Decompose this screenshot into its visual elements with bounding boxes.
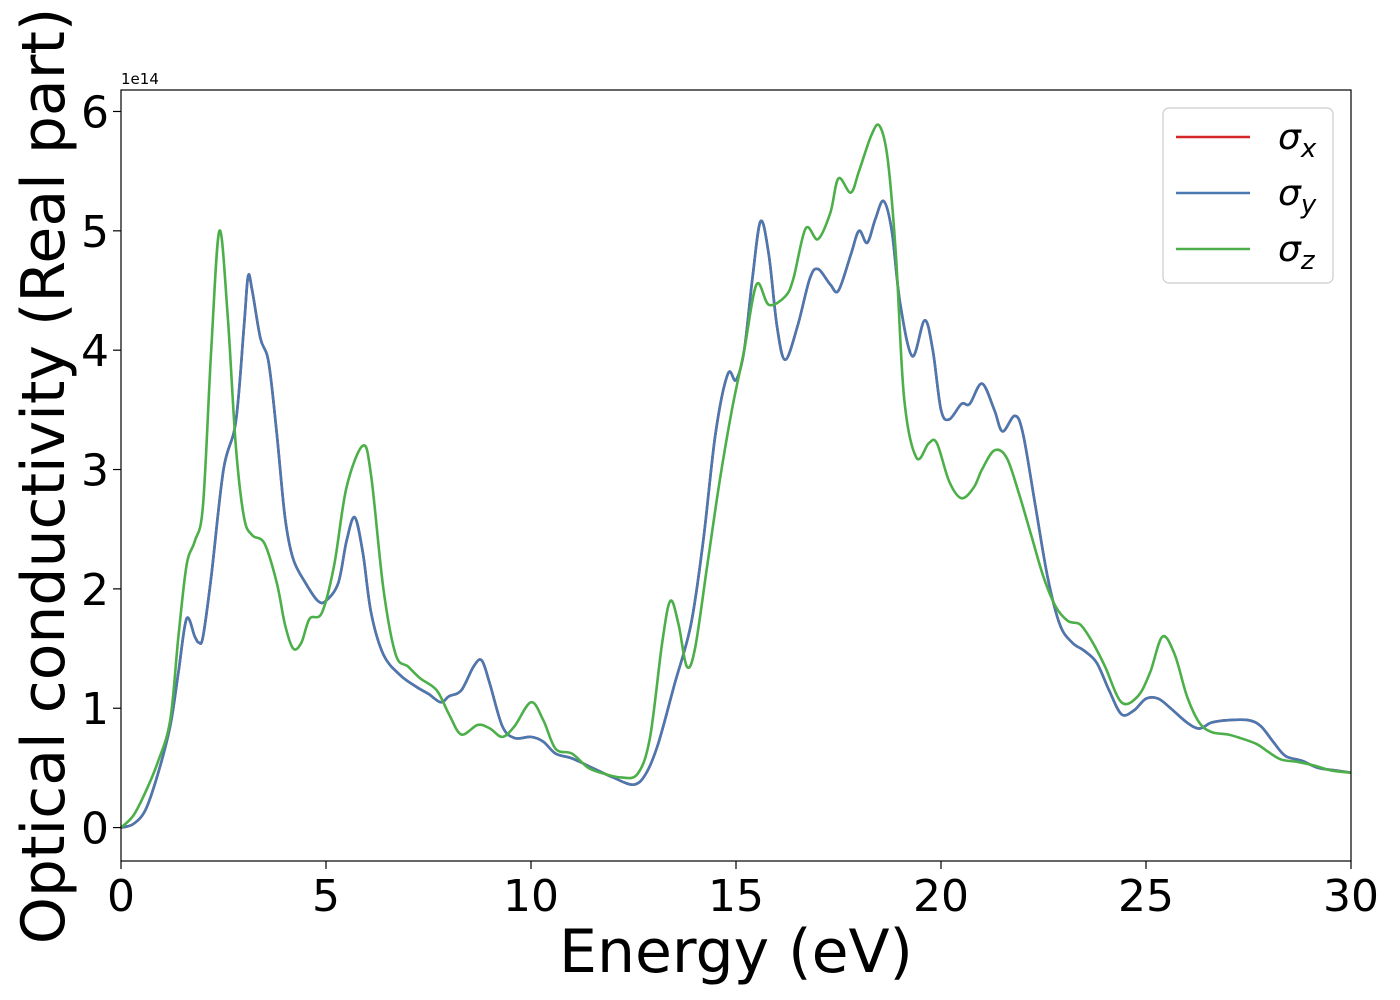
x-tick-label: 0 bbox=[107, 871, 135, 922]
x-tick-label: 25 bbox=[1118, 871, 1174, 922]
y-tick-label: 1 bbox=[81, 684, 109, 735]
x-tick-label: 30 bbox=[1323, 871, 1379, 922]
x-tick-label: 5 bbox=[312, 871, 340, 922]
series-layer bbox=[120, 123, 1352, 829]
y-offset-label: 1e14 bbox=[121, 70, 159, 88]
y-tick-label: 6 bbox=[81, 87, 109, 138]
y-axis-label: Optical conductivity (Real part) bbox=[9, 8, 79, 945]
y-tick-label: 4 bbox=[81, 326, 109, 377]
y-tick-label: 0 bbox=[81, 804, 109, 855]
legend-label-3: σz bbox=[1278, 229, 1316, 276]
y-tick-label: 3 bbox=[81, 446, 109, 497]
legend-label-2: σy bbox=[1278, 173, 1317, 220]
legend-label-1: σx bbox=[1278, 117, 1317, 164]
x-tick-label: 15 bbox=[708, 871, 764, 922]
legend: σx σy σz bbox=[1162, 107, 1334, 284]
axis-ticks: 0 5 10 15 20 25 30 0 1 2 3 4 5 6 bbox=[81, 87, 1379, 922]
x-tick-label: 10 bbox=[503, 871, 559, 922]
x-axis-label: Energy (eV) bbox=[559, 917, 913, 987]
legend-box bbox=[1162, 107, 1334, 284]
y-tick-label: 5 bbox=[81, 207, 109, 258]
series-line-3 bbox=[120, 123, 1352, 829]
y-tick-label: 2 bbox=[81, 565, 109, 616]
x-tick-label: 20 bbox=[913, 871, 969, 922]
series-line-2 bbox=[120, 199, 1352, 829]
legend-items: σx σy σz bbox=[1176, 117, 1317, 276]
